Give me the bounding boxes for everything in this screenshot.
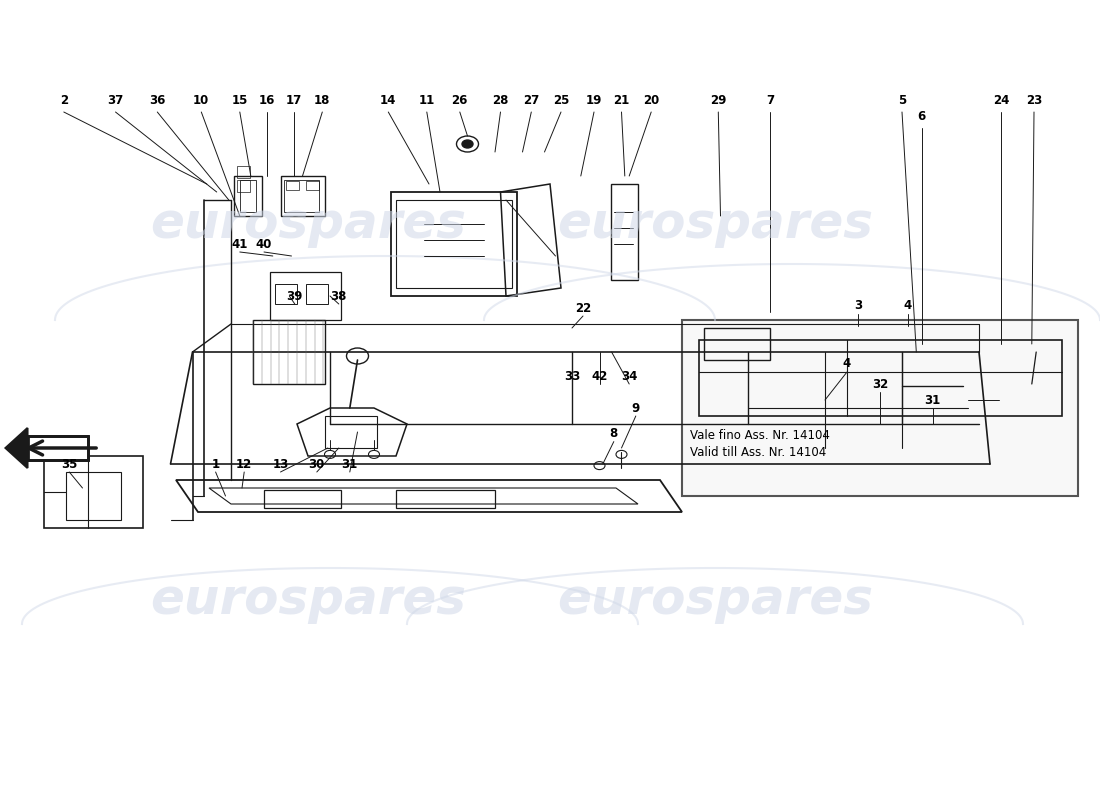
Text: 21: 21 [614, 94, 629, 106]
Text: 20: 20 [644, 94, 659, 106]
Text: 19: 19 [586, 94, 602, 106]
Text: 33: 33 [564, 370, 580, 382]
Bar [968, 352, 999, 448]
Bar [748, 352, 968, 448]
Text: 3: 3 [854, 299, 862, 312]
Text: 41: 41 [232, 238, 248, 250]
Text: 14: 14 [381, 94, 396, 106]
Text: 4: 4 [903, 299, 912, 312]
Circle shape [462, 140, 473, 148]
Text: 32: 32 [872, 378, 888, 390]
Text: 17: 17 [286, 94, 301, 106]
Bar [610, 184, 638, 280]
Bar [324, 416, 377, 448]
Text: 36: 36 [150, 94, 165, 106]
Bar [698, 340, 1062, 416]
Text: 5: 5 [898, 94, 906, 106]
Bar [286, 181, 299, 190]
Bar [396, 490, 495, 508]
Bar [704, 328, 770, 360]
Polygon shape [6, 428, 28, 468]
Bar [270, 272, 341, 320]
Text: 30: 30 [309, 458, 324, 470]
Bar [284, 180, 319, 212]
Bar [234, 176, 262, 216]
Bar [236, 166, 250, 178]
Text: Vale fino Ass. Nr. 14104: Vale fino Ass. Nr. 14104 [690, 429, 829, 442]
Text: 42: 42 [592, 370, 607, 382]
Text: 39: 39 [287, 290, 303, 302]
Bar [396, 200, 512, 288]
Bar [390, 192, 517, 296]
Text: eurospares: eurospares [557, 200, 873, 248]
Text: 26: 26 [452, 94, 468, 106]
Bar [240, 180, 256, 212]
Text: 31: 31 [342, 458, 358, 470]
Text: 11: 11 [419, 94, 435, 106]
Text: 25: 25 [553, 94, 569, 106]
Text: 37: 37 [108, 94, 123, 106]
Bar [306, 181, 319, 190]
Text: 28: 28 [493, 94, 508, 106]
Text: 12: 12 [236, 458, 252, 470]
Bar [306, 284, 328, 304]
Text: eurospares: eurospares [150, 200, 466, 248]
Text: 6: 6 [917, 110, 926, 122]
Bar [924, 388, 940, 400]
Text: Valid till Ass. Nr. 14104: Valid till Ass. Nr. 14104 [690, 446, 826, 458]
Text: 34: 34 [621, 370, 637, 382]
Text: 2: 2 [59, 94, 68, 106]
Text: 40: 40 [256, 238, 272, 250]
Text: eurospares: eurospares [557, 576, 873, 624]
Bar [905, 388, 922, 400]
Text: 8: 8 [609, 427, 618, 440]
Text: 9: 9 [631, 402, 640, 414]
Text: 23: 23 [1026, 94, 1042, 106]
Text: 10: 10 [194, 94, 209, 106]
Text: 22: 22 [575, 302, 591, 314]
Text: 35: 35 [62, 458, 77, 470]
Text: 13: 13 [273, 458, 288, 470]
Bar [682, 320, 1078, 496]
Bar [944, 388, 960, 400]
Bar [28, 436, 88, 460]
Text: 15: 15 [232, 94, 248, 106]
Text: 7: 7 [766, 94, 774, 106]
Bar [280, 176, 324, 216]
Text: 29: 29 [711, 94, 726, 106]
Bar [275, 284, 297, 304]
Bar [236, 180, 250, 192]
Text: 31: 31 [925, 394, 940, 406]
Text: 4: 4 [843, 358, 851, 370]
Text: 1: 1 [211, 458, 220, 470]
Text: 16: 16 [260, 94, 275, 106]
Text: eurospares: eurospares [150, 576, 466, 624]
Text: 18: 18 [315, 94, 330, 106]
Text: 27: 27 [524, 94, 539, 106]
Bar [264, 490, 341, 508]
Text: 24: 24 [993, 94, 1009, 106]
Text: 38: 38 [331, 290, 346, 302]
Bar [66, 472, 121, 520]
Bar [253, 320, 324, 384]
Bar [44, 456, 143, 528]
